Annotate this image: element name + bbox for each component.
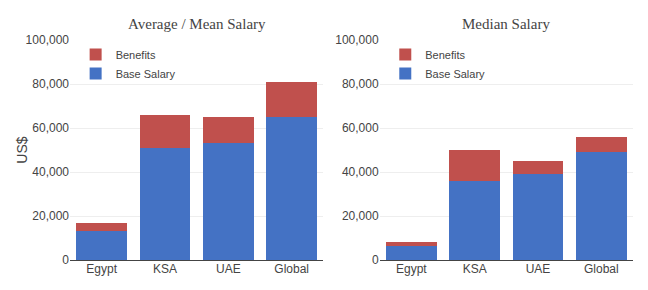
- svg-text:Egypt: Egypt: [86, 262, 117, 276]
- svg-text:40,000: 40,000: [32, 165, 69, 179]
- svg-text:Egypt: Egypt: [396, 262, 427, 276]
- svg-text:100,000: 100,000: [26, 33, 70, 47]
- svg-text:Benefits: Benefits: [425, 49, 465, 61]
- svg-text:40,000: 40,000: [342, 165, 379, 179]
- svg-text:Base Salary: Base Salary: [116, 68, 176, 80]
- svg-text:Global: Global: [584, 262, 619, 276]
- svg-text:Global: Global: [274, 262, 309, 276]
- svg-text:80,000: 80,000: [342, 77, 379, 91]
- svg-text:Median Salary: Median Salary: [462, 16, 550, 32]
- svg-text:20,000: 20,000: [342, 209, 379, 223]
- svg-text:20,000: 20,000: [32, 209, 69, 223]
- svg-text:KSA: KSA: [463, 262, 487, 276]
- svg-text:Base Salary: Base Salary: [425, 68, 485, 80]
- svg-text:0: 0: [62, 253, 69, 267]
- svg-text:100,000: 100,000: [335, 33, 379, 47]
- svg-text:UAE: UAE: [526, 262, 551, 276]
- svg-text:80,000: 80,000: [32, 77, 69, 91]
- svg-text:UAE: UAE: [216, 262, 241, 276]
- svg-text:KSA: KSA: [153, 262, 177, 276]
- svg-text:0: 0: [372, 253, 379, 267]
- svg-text:60,000: 60,000: [342, 121, 379, 135]
- svg-text:Average / Mean Salary: Average / Mean Salary: [128, 16, 266, 32]
- svg-text:Benefits: Benefits: [116, 49, 156, 61]
- svg-text:US$: US$: [14, 136, 30, 163]
- svg-text:60,000: 60,000: [32, 121, 69, 135]
